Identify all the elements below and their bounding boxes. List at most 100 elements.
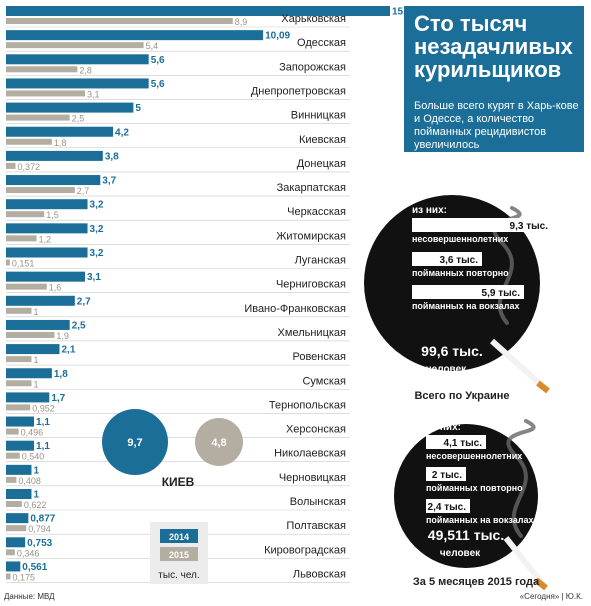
bar-2015-label: 0,794 — [28, 524, 51, 534]
year2015-circle — [394, 424, 538, 568]
region-label: Черновицкая — [279, 472, 346, 484]
bar-2014 — [6, 6, 390, 16]
title-box: Сто тысяч незадачливых курильщиков Больш… — [404, 6, 584, 152]
bar-2014-label: 0,561 — [22, 562, 47, 573]
bar-2015-label: 5,4 — [146, 41, 159, 51]
bar-2015 — [6, 549, 15, 556]
bar-2014 — [6, 561, 21, 572]
region-label: Черкасская — [287, 206, 346, 218]
bar-2015 — [6, 42, 144, 49]
year2015-caption: За 5 месяцев 2015 года — [413, 576, 540, 588]
bar-2015-label: 0,540 — [22, 452, 45, 462]
bar-2015-label: 1,8 — [54, 138, 67, 148]
bar-2014 — [6, 440, 35, 451]
bar-2015-label: 1,9 — [56, 331, 69, 341]
bar-2015 — [6, 452, 20, 459]
chart-subtitle: Больше всего курят в Харь-кове и Одессе,… — [414, 100, 579, 151]
year2015-prefix: из них: — [426, 422, 461, 433]
bar-2015 — [6, 283, 47, 290]
region-label: Кировоградская — [264, 544, 346, 556]
year2015-stat-label: пойманных повторно — [426, 483, 523, 493]
bar-2014 — [6, 223, 88, 234]
region-label: Николаевская — [274, 448, 346, 460]
year2015-stat-bar — [426, 467, 466, 481]
bar-2015 — [6, 307, 32, 314]
ukraine-stat-bar — [412, 218, 552, 232]
bar-2014 — [6, 54, 149, 65]
bar-2015 — [6, 501, 22, 507]
bar-2014-label: 0,753 — [27, 538, 52, 549]
bar-2014 — [6, 392, 50, 403]
bar-2015 — [6, 404, 31, 411]
bar-2015-label: 1,2 — [39, 234, 52, 244]
region-label: Закарпатская — [277, 182, 346, 194]
ukraine-stat-bar — [412, 285, 524, 299]
region-label: Донецкая — [297, 158, 346, 170]
region-label: Хмельницкая — [278, 327, 346, 339]
legend-unit: тыс. чел. — [158, 570, 199, 581]
region-label: Ровенская — [292, 351, 346, 363]
region-label: Черниговская — [276, 279, 346, 291]
region-label: Ивано-Франковская — [244, 303, 346, 315]
bar-2014 — [6, 295, 75, 306]
ukraine-stat-value: 5,9 тыс. — [482, 288, 521, 299]
ukraine-caption: Всего по Украине — [414, 390, 509, 402]
bar-2015-label: 1,6 — [49, 283, 62, 293]
bar-2015 — [6, 114, 70, 121]
bar-2014-label: 3,8 — [105, 151, 119, 162]
bar-2014-label: 4,2 — [115, 127, 129, 138]
bar-2014 — [6, 464, 32, 475]
bar-2015-label: 2,7 — [77, 186, 90, 196]
bar-2015-label: 3,1 — [87, 89, 100, 99]
ukraine-total: 99,6 тыс. — [421, 343, 483, 359]
bar-2015 — [6, 187, 75, 194]
bar-2015-label: 8,9 — [235, 17, 248, 27]
bar-2015-label: 1 — [33, 355, 38, 365]
bar-2015-label: 1 — [33, 307, 38, 317]
region-label: Полтавская — [286, 520, 346, 532]
kiev-2014-value: 9,7 — [127, 437, 142, 449]
ukraine-stat-value: 9,3 тыс. — [510, 221, 549, 232]
ukraine-stat-value: 3,6 тыс. — [440, 255, 479, 266]
bar-2015-label: 2,8 — [79, 65, 92, 75]
bar-2014-label: 2,1 — [62, 345, 76, 356]
region-label: Волынская — [290, 496, 346, 508]
bar-2015-label: 2,5 — [72, 114, 85, 124]
bar-2014-label: 3,2 — [90, 224, 104, 235]
bar-2015-label: 0,496 — [21, 428, 44, 438]
bar-2014 — [6, 78, 149, 89]
legend-label-2014: 2014 — [169, 532, 189, 542]
bar-2014-label: 3,2 — [90, 248, 104, 259]
region-label: Херсонская — [286, 424, 346, 436]
source-note: Данные: МВД — [4, 592, 55, 601]
bar-2014-label: 5 — [135, 103, 141, 114]
region-label: Тернопольская — [269, 399, 346, 411]
bar-2015 — [6, 235, 37, 242]
bar-2015 — [6, 525, 27, 532]
bar-2014 — [6, 344, 60, 355]
bar-2014-label: 1,8 — [54, 369, 68, 380]
year2015-smoke — [506, 419, 536, 538]
year2015-total: 49,511 тыс. — [428, 527, 504, 543]
bar-2014 — [6, 150, 103, 161]
bar-2014-label: 2,5 — [72, 320, 86, 331]
region-label: Днепропетровская — [251, 85, 346, 97]
year2015-total-unit: человек — [440, 548, 481, 559]
year2015-stat-bar — [426, 435, 486, 449]
bar-2014-label: 1,1 — [36, 417, 50, 428]
bar-2014-label: 1,1 — [36, 441, 50, 452]
bar-2014 — [6, 102, 134, 113]
region-label: Житомирская — [276, 230, 346, 242]
bar-2014-label: 1,7 — [51, 393, 65, 404]
region-label: Сумская — [302, 375, 346, 387]
region-label: Одесская — [297, 37, 346, 49]
bar-2015 — [6, 162, 16, 169]
bar-2014-label: 3,2 — [90, 200, 104, 211]
bar-2014 — [6, 126, 114, 137]
bar-2015-label: 0,622 — [24, 500, 47, 510]
kiev-bubble-2014 — [102, 409, 168, 475]
legend-swatch-2014 — [160, 529, 198, 543]
bar-2014-label: 0,877 — [30, 514, 55, 525]
bar-2015 — [6, 259, 10, 266]
